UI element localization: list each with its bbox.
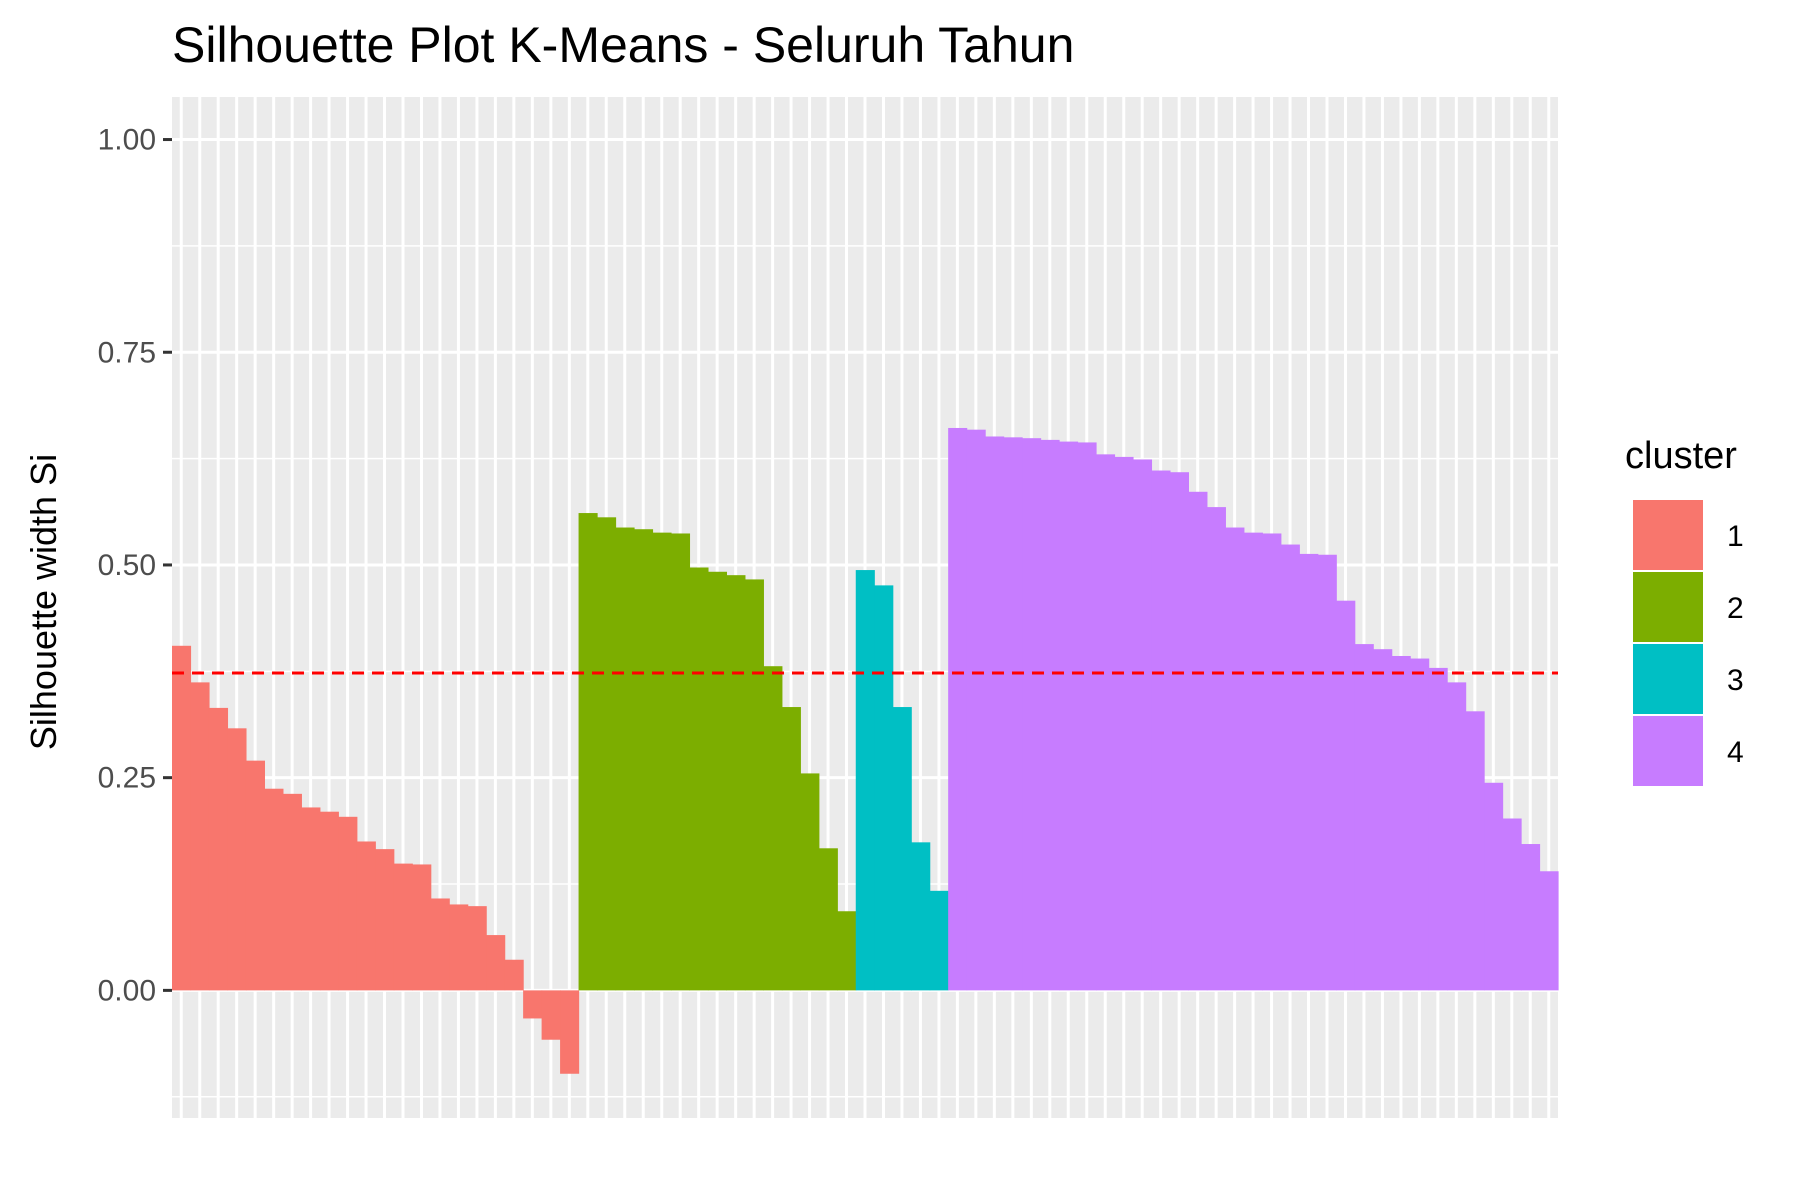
silhouette-bar-cluster-4	[1114, 456, 1134, 991]
legend-label-1: 1	[1727, 520, 1744, 553]
silhouette-bar-cluster-2	[818, 848, 838, 991]
legend-label-4: 4	[1727, 736, 1744, 769]
legend-key-3	[1633, 644, 1703, 714]
silhouette-bar-cluster-1	[375, 849, 395, 991]
silhouette-bar-cluster-4	[1225, 527, 1245, 991]
y-tick-label: 1.00	[98, 124, 156, 157]
silhouette-bar-cluster-2	[689, 567, 709, 991]
silhouette-bar-cluster-3	[929, 890, 949, 991]
silhouette-bar-cluster-4	[1336, 600, 1356, 991]
silhouette-bar-cluster-1	[264, 788, 284, 991]
chart-title: Silhouette Plot K-Means - Seluruh Tahun	[172, 17, 1074, 73]
legend-label-3: 3	[1727, 664, 1744, 697]
silhouette-bar-cluster-4	[1022, 438, 1042, 991]
silhouette-bar-cluster-2	[670, 533, 691, 991]
y-tick-label: 0.75	[98, 336, 156, 369]
silhouette-bar-cluster-4	[1206, 507, 1226, 991]
silhouette-bar-cluster-4	[1262, 533, 1282, 991]
plot-panel	[172, 97, 1559, 1118]
silhouette-bar-cluster-3	[911, 842, 931, 991]
silhouette-bar-cluster-4	[1096, 454, 1116, 991]
silhouette-bar-cluster-4	[1354, 644, 1374, 991]
silhouette-bar-cluster-4	[1132, 459, 1153, 991]
silhouette-bar-cluster-4	[1484, 782, 1504, 991]
silhouette-bar-cluster-4	[1391, 655, 1411, 991]
silhouette-bar-cluster-2	[634, 529, 654, 991]
silhouette-bar-cluster-1	[430, 898, 450, 991]
legend-label-2: 2	[1727, 592, 1744, 625]
silhouette-bar-cluster-2	[726, 575, 746, 991]
silhouette-bar-cluster-4	[985, 436, 1005, 991]
silhouette-bar-cluster-4	[1502, 818, 1522, 991]
silhouette-bar-cluster-4	[1410, 658, 1430, 991]
silhouette-bar-cluster-2	[744, 579, 764, 991]
silhouette-bar-cluster-4	[1003, 437, 1023, 991]
silhouette-bar-cluster-4	[1280, 544, 1300, 991]
silhouette-bar-cluster-2	[707, 571, 727, 991]
y-tick-label: 0.50	[98, 549, 156, 582]
silhouette-bar-cluster-2	[837, 911, 857, 991]
silhouette-bar-cluster-1	[486, 935, 506, 991]
silhouette-bar-cluster-4	[1169, 472, 1189, 991]
silhouette-bar-cluster-4	[1243, 532, 1263, 991]
silhouette-bar-cluster-1	[356, 841, 376, 991]
silhouette-bar-cluster-1	[467, 906, 487, 991]
silhouette-bar-cluster-4	[1317, 554, 1337, 991]
silhouette-bar-cluster-2	[597, 517, 617, 991]
silhouette-bar-cluster-2	[578, 513, 598, 991]
silhouette-bar-cluster-4	[1299, 553, 1319, 991]
silhouette-bar-cluster-1	[560, 990, 580, 1074]
silhouette-bar-cluster-1	[301, 807, 321, 991]
silhouette-bar-cluster-1	[412, 864, 432, 991]
silhouette-bar-cluster-1	[282, 793, 302, 991]
silhouette-bar-cluster-2	[615, 527, 635, 991]
silhouette-bar-cluster-4	[1040, 439, 1060, 991]
silhouette-bar-cluster-1	[541, 990, 561, 1040]
silhouette-bar-cluster-1	[504, 959, 524, 991]
silhouette-bar-cluster-1	[338, 816, 358, 991]
legend-key-2	[1633, 572, 1703, 642]
silhouette-bar-cluster-3	[855, 570, 875, 991]
legend-title: cluster	[1625, 435, 1737, 477]
silhouette-bar-cluster-4	[1428, 667, 1448, 991]
silhouette-bar-cluster-4	[966, 429, 986, 991]
silhouette-bar-cluster-3	[892, 707, 912, 991]
silhouette-bar-cluster-2	[652, 532, 672, 991]
silhouette-bar-cluster-2	[800, 773, 820, 991]
silhouette-bar-cluster-1	[393, 863, 413, 991]
silhouette-bar-cluster-4	[1188, 491, 1208, 991]
legend-entries: 1 2 3 4	[1633, 500, 1744, 786]
silhouette-bar-cluster-4	[1521, 844, 1541, 991]
silhouette-bar-cluster-1	[523, 990, 543, 1019]
silhouette-bar-cluster-1	[245, 760, 265, 991]
silhouette-bar-cluster-4	[1447, 682, 1467, 991]
legend-key-1	[1633, 500, 1703, 570]
silhouette-bar-cluster-3	[874, 585, 894, 991]
silhouette-bar-cluster-4	[1373, 649, 1393, 991]
silhouette-bar-cluster-4	[1539, 871, 1559, 991]
silhouette-bar-cluster-4	[948, 427, 968, 991]
y-tick-label: 0.25	[98, 762, 156, 795]
silhouette-bar-cluster-4	[1151, 470, 1171, 991]
silhouette-bar-cluster-1	[227, 728, 247, 991]
y-axis-title: Silhouette width Si	[23, 454, 64, 750]
y-tick-label: 0.00	[98, 974, 156, 1007]
silhouette-bar-cluster-4	[1077, 442, 1097, 991]
silhouette-bar-cluster-1	[449, 904, 469, 991]
silhouette-bar-cluster-1	[190, 682, 210, 991]
y-axis: 0.00 0.25 0.50 0.75 1.00	[98, 124, 172, 1007]
bars	[172, 427, 1559, 1074]
silhouette-bar-cluster-1	[208, 707, 229, 991]
silhouette-bar-cluster-2	[781, 707, 801, 991]
silhouette-bar-cluster-1	[319, 811, 339, 991]
silhouette-bar-cluster-2	[763, 666, 783, 991]
silhouette-bar-cluster-4	[1059, 441, 1079, 991]
legend: cluster 1 2 3 4	[1625, 435, 1744, 786]
silhouette-bar-cluster-4	[1465, 711, 1485, 991]
legend-key-4	[1633, 716, 1703, 786]
silhouette-bar-cluster-1	[172, 645, 192, 991]
